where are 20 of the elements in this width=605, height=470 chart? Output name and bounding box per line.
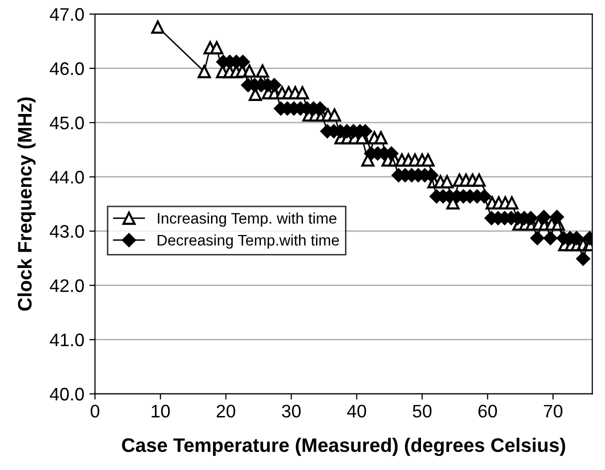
x-tick-label: 30 — [282, 404, 301, 418]
x-tick-label: 50 — [412, 404, 432, 418]
y-axis-title: Clock Frequency (MHz) — [17, 97, 36, 311]
x-axis-title: Case Temperature (Measured) (degrees Celsius) — [122, 438, 566, 456]
x-tick-label: 10 — [152, 404, 170, 418]
x-tick-label: 40 — [347, 404, 366, 418]
y-tick-label: 45.0 — [50, 116, 84, 130]
y-tick-label: 40.0 — [50, 388, 84, 401]
y-tick-label: 42.0 — [50, 279, 84, 292]
legend-label: Decreasing Temp.with time — [158, 234, 339, 249]
legend-label: Increasing Temp. with time — [158, 212, 336, 227]
y-tick-label: 47.0 — [50, 8, 84, 21]
y-tick-label: 41.0 — [50, 334, 84, 346]
y-tick-label: 46.0 — [50, 62, 84, 76]
x-tick-label: 60 — [478, 404, 497, 418]
x-tick-label: 70 — [544, 404, 562, 418]
x-tick-label: 0 — [90, 404, 100, 418]
y-tick-label: 43.0 — [50, 225, 84, 238]
x-tick-label: 20 — [216, 404, 236, 418]
y-tick-label: 44.0 — [50, 170, 84, 184]
